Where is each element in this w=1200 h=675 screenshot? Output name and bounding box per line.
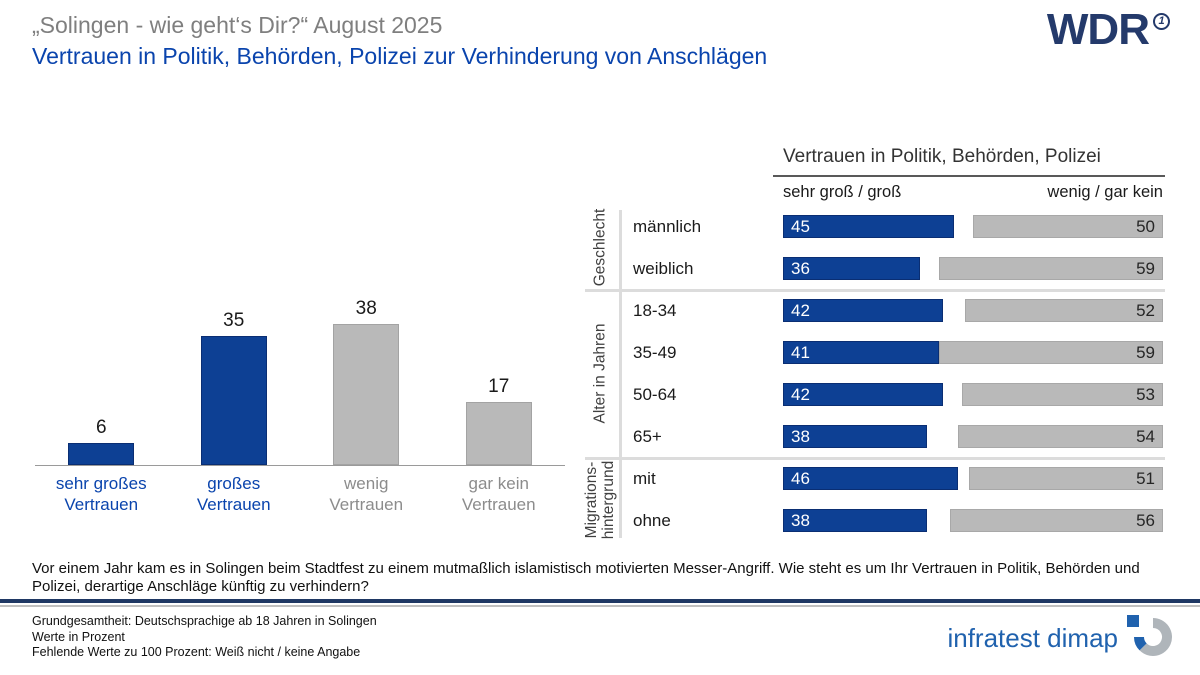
dimap-logo-text: infratest dimap — [947, 622, 1118, 653]
bar-value-label: 38 — [355, 298, 377, 320]
category-label-line: Vertrauen — [196, 495, 271, 514]
group-separator — [585, 289, 1165, 292]
bar-column: 17 — [433, 286, 566, 465]
category-label-line: wenig — [344, 474, 389, 493]
bar-high: 38 — [783, 425, 928, 448]
group-separator — [585, 457, 1165, 460]
category-label-line: Vertrauen — [461, 495, 536, 514]
bar-low: 50 — [973, 215, 1163, 238]
trust-bar-chart: 6 35 38 17 — [35, 286, 565, 466]
col-header-low: wenig / gar kein — [1047, 183, 1163, 201]
trust-bar-chart-labels: sehr großes Vertrauen großes Vertrauen wenig… — [35, 473, 565, 515]
table-title: Vertrauen in Politik, Behörden, Polizei — [783, 146, 1101, 167]
infratest-dimap-logo: infratest dimap — [947, 614, 1172, 662]
bar-high: 36 — [783, 257, 920, 280]
wdr-logo-text: WDR — [1046, 5, 1150, 54]
bar-low: 54 — [957, 425, 1163, 448]
bar — [333, 324, 400, 465]
row-label: 35-49 — [633, 343, 677, 362]
survey-question: Vor einem Jahr kam es in Solingen beim S… — [32, 560, 1140, 595]
bar-high: 38 — [783, 509, 928, 532]
group-divider-vertical — [619, 210, 622, 538]
bar-column: 6 — [35, 286, 168, 465]
row-label: männlich — [633, 217, 702, 236]
row-label: mit — [633, 469, 656, 488]
bar-low: 51 — [969, 467, 1163, 490]
footer-divider-gray — [0, 605, 1200, 607]
row-label: weiblich — [633, 259, 694, 278]
category-label-line: großes — [207, 474, 261, 493]
bar-column: 35 — [168, 286, 301, 465]
bar-high: 42 — [783, 383, 943, 406]
row-label: 50-64 — [633, 385, 677, 404]
footer-note-line: Fehlende Werte zu 100 Prozent: Weiß nich… — [32, 645, 361, 659]
ard-one-icon: 1 — [1153, 13, 1170, 30]
row-label: ohne — [633, 511, 671, 530]
bar-low: 53 — [961, 383, 1163, 406]
footer-divider-navy — [0, 599, 1200, 603]
row-label: 18-34 — [633, 301, 677, 320]
bar-high: 46 — [783, 467, 958, 490]
bar — [465, 402, 532, 465]
bar — [200, 335, 267, 465]
bar-low: 56 — [950, 509, 1163, 532]
col-header-high: sehr groß / groß — [783, 183, 902, 201]
bar-low: 59 — [938, 341, 1163, 364]
category-label: sehr großes Vertrauen — [35, 473, 168, 515]
header-rule — [773, 175, 1165, 177]
category-label-line: Vertrauen — [64, 495, 139, 514]
demographic-table: Vertrauen in Politik, Behörden, Polizei … — [583, 140, 1165, 552]
bar-high: 42 — [783, 299, 943, 322]
group-label: Migrations- hintergrund — [583, 460, 617, 539]
category-label-line: Vertrauen — [329, 495, 404, 514]
category-label: wenig Vertrauen — [300, 473, 433, 515]
category-label: großes Vertrauen — [168, 473, 301, 515]
footer-note-line: Grundgesamtheit: Deutschsprachige ab 18 … — [32, 614, 377, 628]
bar-low: 52 — [965, 299, 1163, 322]
report-title: „Solingen - wie geht‘s Dir?“ August 2025 — [32, 12, 443, 38]
bar-high: 45 — [783, 215, 954, 238]
dimap-icon — [1127, 615, 1172, 656]
header: „Solingen - wie geht‘s Dir?“ August 2025… — [32, 12, 767, 70]
wdr-logo: WDR 1 — [1047, 8, 1170, 52]
bar-high: 41 — [783, 341, 939, 364]
footnotes: Grundgesamtheit: Deutschsprachige ab 18 … — [32, 614, 377, 661]
bar-value-label: 6 — [95, 416, 107, 438]
bar-value-label: 17 — [488, 376, 510, 398]
bar — [68, 442, 135, 465]
category-label-line: sehr großes — [55, 474, 147, 493]
bar-low: 59 — [938, 257, 1163, 280]
footer-note-line: Werte in Prozent — [32, 629, 125, 644]
category-label-line: gar kein — [468, 474, 529, 493]
row-label: 65+ — [633, 427, 662, 446]
bar-column: 38 — [300, 286, 433, 465]
bar-value-label: 35 — [223, 309, 245, 331]
category-label: gar kein Vertrauen — [433, 473, 566, 515]
page-title: Vertrauen in Politik, Behörden, Polizei … — [32, 43, 768, 69]
